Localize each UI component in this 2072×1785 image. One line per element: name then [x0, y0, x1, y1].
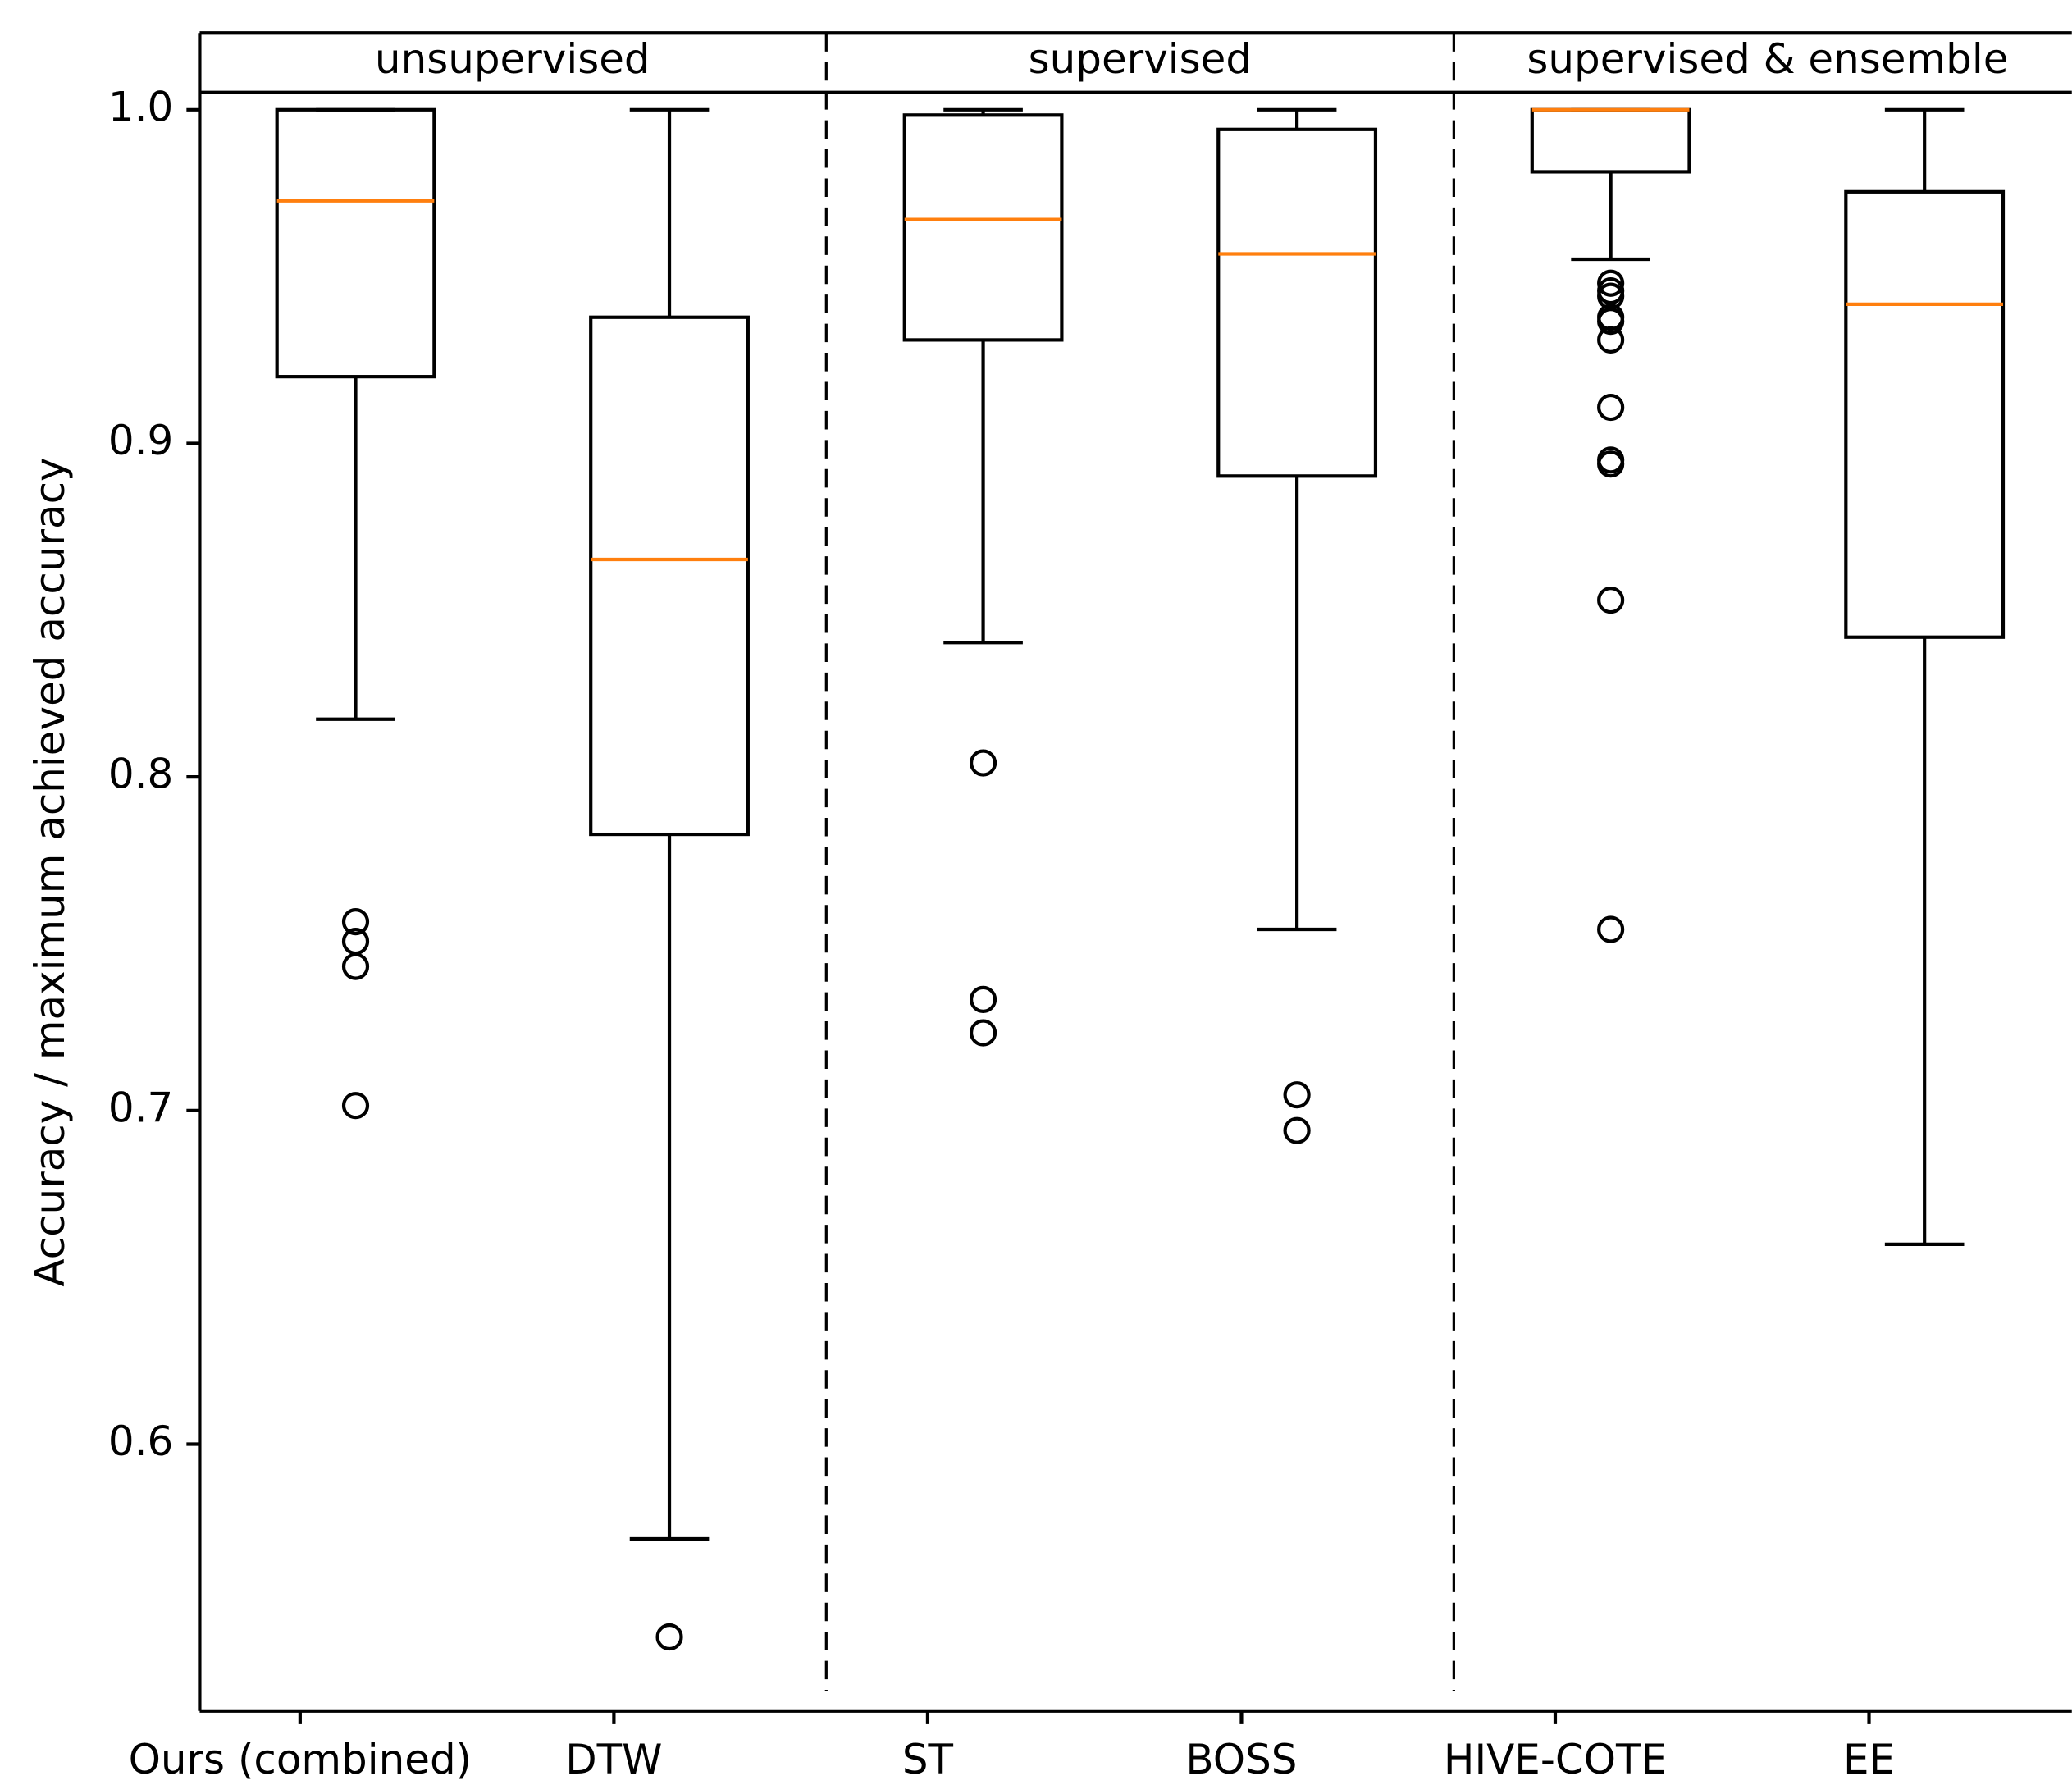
group-label: supervised & ensemble — [1527, 35, 2008, 83]
outlier — [1283, 1081, 1311, 1109]
outlier — [1597, 393, 1625, 422]
outlier — [341, 908, 370, 936]
outlier — [1597, 587, 1625, 614]
outlier — [341, 952, 370, 980]
group-label: unsupervised — [375, 35, 650, 83]
box — [589, 315, 750, 837]
x-tick-label: ST — [902, 1736, 954, 1783]
group-label: supervised — [1029, 35, 1252, 83]
box — [1530, 107, 1691, 174]
x-tick-label: BOSS — [1185, 1736, 1297, 1783]
box — [1216, 127, 1378, 478]
x-tick-label: EE — [1843, 1736, 1895, 1783]
outlier — [1597, 269, 1625, 297]
outlier — [969, 1019, 997, 1047]
y-tick-label: 0.6 — [108, 1418, 173, 1465]
outlier — [1597, 450, 1625, 478]
outlier — [1597, 915, 1625, 943]
y-tick-label: 0.8 — [108, 751, 173, 798]
box — [1844, 189, 2006, 639]
x-tick-label: Ours (combined) — [129, 1736, 472, 1783]
y-axis-label: Accuracy / maximum achieved accuracy — [26, 457, 74, 1286]
box — [275, 107, 436, 379]
outlier — [341, 1092, 370, 1120]
outlier — [969, 749, 997, 777]
y-tick-label: 0.7 — [108, 1084, 173, 1131]
outlier — [969, 985, 997, 1013]
y-tick-label: 0.9 — [108, 417, 173, 464]
x-tick-label: DTW — [565, 1736, 662, 1783]
outlier — [1597, 326, 1625, 354]
outlier — [1283, 1116, 1311, 1144]
y-tick-label: 1.0 — [108, 83, 173, 130]
outlier — [655, 1623, 683, 1651]
outlier — [1597, 308, 1625, 336]
box — [902, 113, 1064, 342]
x-tick-label: HIVE-COTE — [1444, 1736, 1667, 1783]
